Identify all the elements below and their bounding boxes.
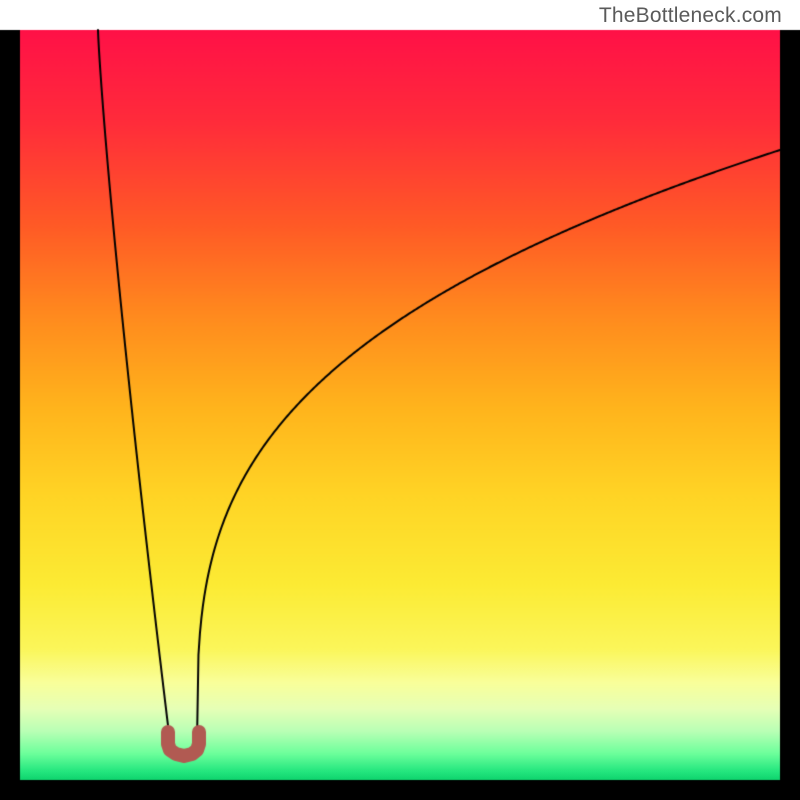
bottleneck-curve-canvas bbox=[0, 0, 800, 800]
watermark-text: TheBottleneck.com bbox=[599, 4, 782, 28]
chart-container: TheBottleneck.com bbox=[0, 0, 800, 800]
